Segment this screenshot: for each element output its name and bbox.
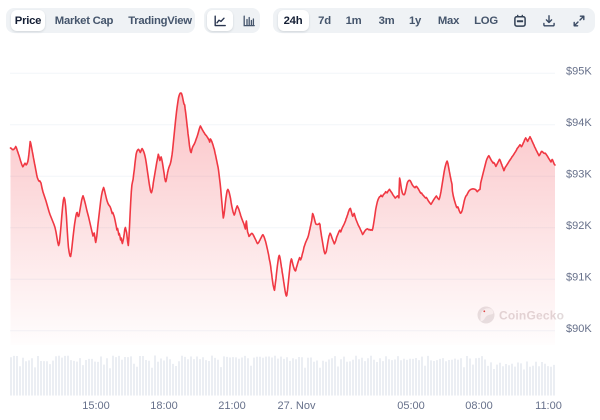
svg-text:$92K: $92K (566, 220, 592, 232)
svg-text:$95K: $95K (566, 66, 592, 78)
svg-text:11:00: 11:00 (535, 400, 562, 412)
svg-text:18:00: 18:00 (150, 400, 178, 412)
svg-text:$94K: $94K (566, 117, 592, 129)
svg-text:15:00: 15:00 (82, 400, 110, 412)
svg-text:$93K: $93K (566, 169, 592, 181)
svg-text:05:00: 05:00 (397, 400, 425, 412)
svg-text:$90K: $90K (566, 323, 592, 335)
svg-text:27. Nov: 27. Nov (278, 400, 316, 412)
svg-text:21:00: 21:00 (218, 400, 246, 412)
svg-text:08:00: 08:00 (465, 400, 493, 412)
svg-text:$91K: $91K (566, 272, 592, 284)
